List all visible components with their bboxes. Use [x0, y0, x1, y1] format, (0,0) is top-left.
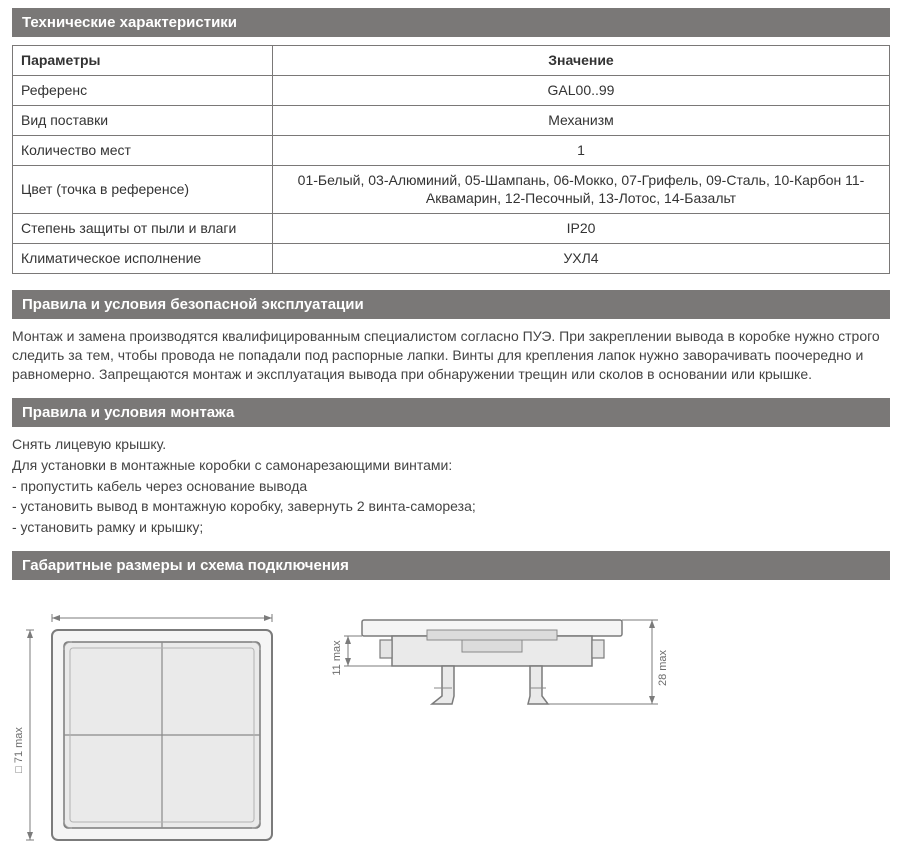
table-header-row: Параметры Значение — [13, 46, 890, 76]
diagram-front: □ 71 max — [12, 600, 292, 860]
mounting-line: - пропустить кабель через основание выво… — [12, 477, 890, 496]
cell-value: GAL00..99 — [273, 75, 890, 105]
mounting-text: Снять лицевую крышку. Для установки в мо… — [12, 435, 890, 537]
specs-table: Параметры Значение Референс GAL00..99 Ви… — [12, 45, 890, 274]
diagram-side: 11 max 28 max — [332, 600, 692, 760]
dim-front-label: 71 max — [13, 727, 25, 764]
mounting-line: Для установки в монтажные коробки с само… — [12, 456, 890, 475]
svg-text:□ 71 max: □ 71 max — [13, 727, 25, 773]
cell-value: 1 — [273, 135, 890, 165]
cell-param: Климатическое исполнение — [13, 244, 273, 274]
section-header-specs: Технические характеристики — [12, 8, 890, 37]
dim-prefix: □ — [13, 766, 25, 773]
table-row: Количество мест 1 — [13, 135, 890, 165]
col-header-value: Значение — [273, 46, 890, 76]
cell-param: Вид поставки — [13, 105, 273, 135]
col-header-param: Параметры — [13, 46, 273, 76]
section-header-mounting: Правила и условия монтажа — [12, 398, 890, 427]
table-row: Референс GAL00..99 — [13, 75, 890, 105]
table-row: Степень защиты от пыли и влаги IP20 — [13, 214, 890, 244]
mounting-line: Снять лицевую крышку. — [12, 435, 890, 454]
dim-side-depth: 11 max — [332, 640, 343, 676]
safety-text: Монтаж и замена производятся квалифициро… — [12, 327, 890, 384]
table-row: Цвет (точка в референсе) 01-Белый, 03-Ал… — [13, 165, 890, 214]
mounting-line: - установить рамку и крышку; — [12, 518, 890, 537]
table-row: Климатическое исполнение УХЛ4 — [13, 244, 890, 274]
cell-value: 01-Белый, 03-Алюминий, 05-Шампань, 06-Мо… — [273, 165, 890, 214]
table-row: Вид поставки Механизм — [13, 105, 890, 135]
diagrams-row: □ 71 max — [12, 600, 890, 860]
section-header-dimensions: Габаритные размеры и схема подключения — [12, 551, 890, 580]
cell-param: Степень защиты от пыли и влаги — [13, 214, 273, 244]
dim-side-height: 28 max — [657, 650, 669, 687]
cell-value: УХЛ4 — [273, 244, 890, 274]
cell-value: IP20 — [273, 214, 890, 244]
cell-param: Количество мест — [13, 135, 273, 165]
mounting-line: - установить вывод в монтажную коробку, … — [12, 497, 890, 516]
section-header-safety: Правила и условия безопасной эксплуатаци… — [12, 290, 890, 319]
cell-param: Референс — [13, 75, 273, 105]
cell-value: Механизм — [273, 105, 890, 135]
cell-param: Цвет (точка в референсе) — [13, 165, 273, 214]
